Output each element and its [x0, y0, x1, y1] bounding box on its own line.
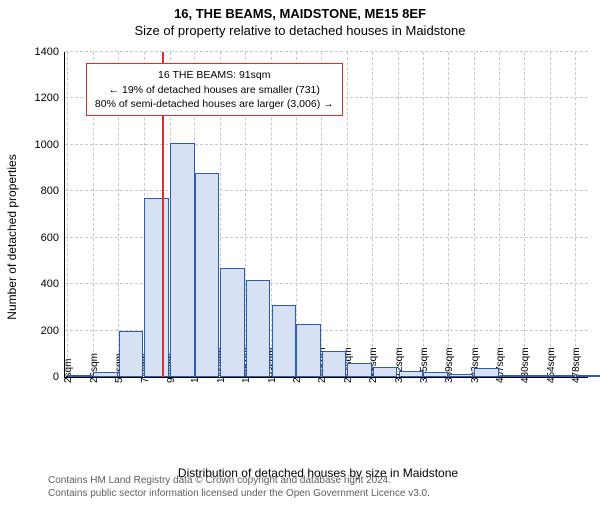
x-tick-label: 454sqm: [546, 347, 557, 383]
x-tick-label: 2sqm: [63, 359, 74, 383]
histogram-bar: [399, 371, 424, 377]
x-tick-label: 430sqm: [520, 347, 531, 383]
footer-attribution: Contains HM Land Registry data © Crown c…: [48, 474, 588, 500]
histogram-bar: [373, 367, 398, 377]
x-tick-label: 26sqm: [89, 353, 100, 383]
grid-line-v: [550, 52, 551, 377]
annotation-line: ← 19% of detached houses are smaller (73…: [95, 83, 334, 97]
histogram-bar: [449, 374, 474, 377]
histogram-bar: [170, 143, 195, 377]
y-tick-label: 400: [41, 278, 65, 290]
page-title: 16, THE BEAMS, MAIDSTONE, ME15 8EF: [0, 6, 600, 21]
y-tick-label: 1200: [35, 92, 65, 104]
histogram-bar: [296, 324, 321, 377]
x-tick-label: 407sqm: [495, 347, 506, 383]
histogram-bar: [347, 363, 372, 377]
grid-line-v: [67, 52, 68, 377]
y-tick-label: 1000: [35, 139, 65, 151]
histogram-bar: [576, 375, 600, 377]
footer-line1: Contains HM Land Registry data © Crown c…: [48, 474, 588, 487]
histogram-bar: [322, 351, 347, 377]
grid-line-v: [398, 52, 399, 377]
histogram-bar: [524, 375, 549, 377]
histogram-bar: [93, 372, 118, 377]
histogram-bar: [423, 372, 448, 377]
histogram-bar: [272, 305, 297, 377]
grid-line-v: [499, 52, 500, 377]
histogram-bar: [68, 375, 93, 377]
x-tick-label: 312sqm: [394, 347, 405, 383]
histogram-plot: 02004006008001000120014002sqm26sqm50sqm7…: [64, 52, 588, 378]
grid-line-v: [372, 52, 373, 377]
histogram-bar: [144, 198, 169, 377]
histogram-bar: [220, 268, 245, 377]
grid-line-v: [423, 52, 424, 377]
histogram-bar: [195, 173, 220, 377]
x-tick-label: 478sqm: [571, 347, 582, 383]
annotation-box: 16 THE BEAMS: 91sqm← 19% of detached hou…: [86, 63, 343, 116]
y-tick-label: 1400: [35, 46, 65, 58]
y-tick-label: 200: [41, 325, 65, 337]
histogram-bar: [119, 331, 144, 377]
y-tick-label: 600: [41, 232, 65, 244]
histogram-bar: [550, 375, 575, 377]
subtitle: Size of property relative to detached ho…: [0, 23, 600, 38]
x-tick-label: 383sqm: [470, 347, 481, 383]
annotation-line: 80% of semi-detached houses are larger (…: [95, 97, 334, 111]
y-axis-label: Number of detached properties: [5, 154, 19, 319]
histogram-bar: [500, 375, 525, 377]
histogram-bar: [246, 280, 271, 378]
grid-line-v: [524, 52, 525, 377]
grid-line-v: [347, 52, 348, 377]
grid-line-v: [448, 52, 449, 377]
y-tick-label: 800: [41, 185, 65, 197]
chart-container: Number of detached properties 0200400600…: [48, 52, 588, 422]
grid-line-v: [474, 52, 475, 377]
footer-line2: Contains public sector information licen…: [48, 487, 588, 500]
histogram-bar: [474, 368, 499, 377]
x-tick-label: 359sqm: [444, 347, 455, 383]
grid-line-v: [575, 52, 576, 377]
annotation-line: 16 THE BEAMS: 91sqm: [95, 68, 334, 82]
x-tick-label: 335sqm: [419, 347, 430, 383]
